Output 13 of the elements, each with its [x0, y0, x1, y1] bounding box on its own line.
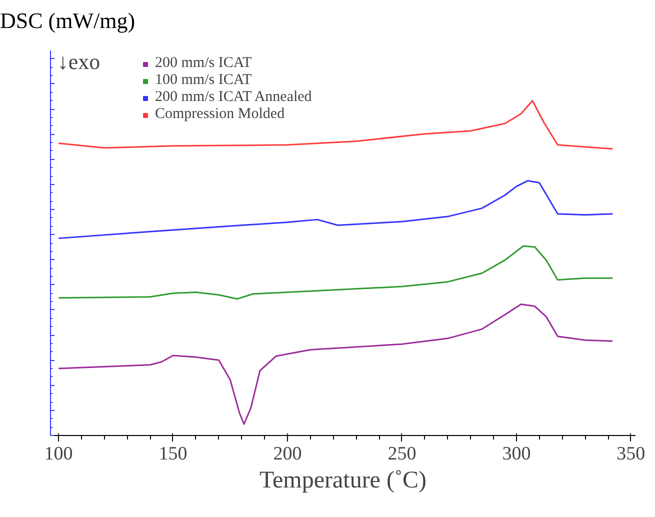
x-tick-label: 350: [616, 444, 646, 464]
y-axis-title: DSC (mW/mg): [0, 7, 136, 35]
legend-label: 100 mm/s ICAT: [155, 72, 252, 89]
x-tick-label: 300: [502, 444, 531, 464]
legend-label: 200 mm/s ICAT Annealed: [155, 89, 312, 106]
x-tick-label: 150: [158, 444, 188, 464]
legend-label: Compression Molded: [155, 106, 285, 123]
x-tick-label: 100: [44, 444, 73, 464]
legend-label: 200 mm/s ICAT: [155, 55, 252, 72]
x-tick-label: 200: [273, 444, 302, 464]
x-axis-title: Temperature (˚C): [260, 468, 426, 494]
x-tick-label: 250: [388, 444, 416, 464]
text: ↓exo: [57, 48, 100, 74]
